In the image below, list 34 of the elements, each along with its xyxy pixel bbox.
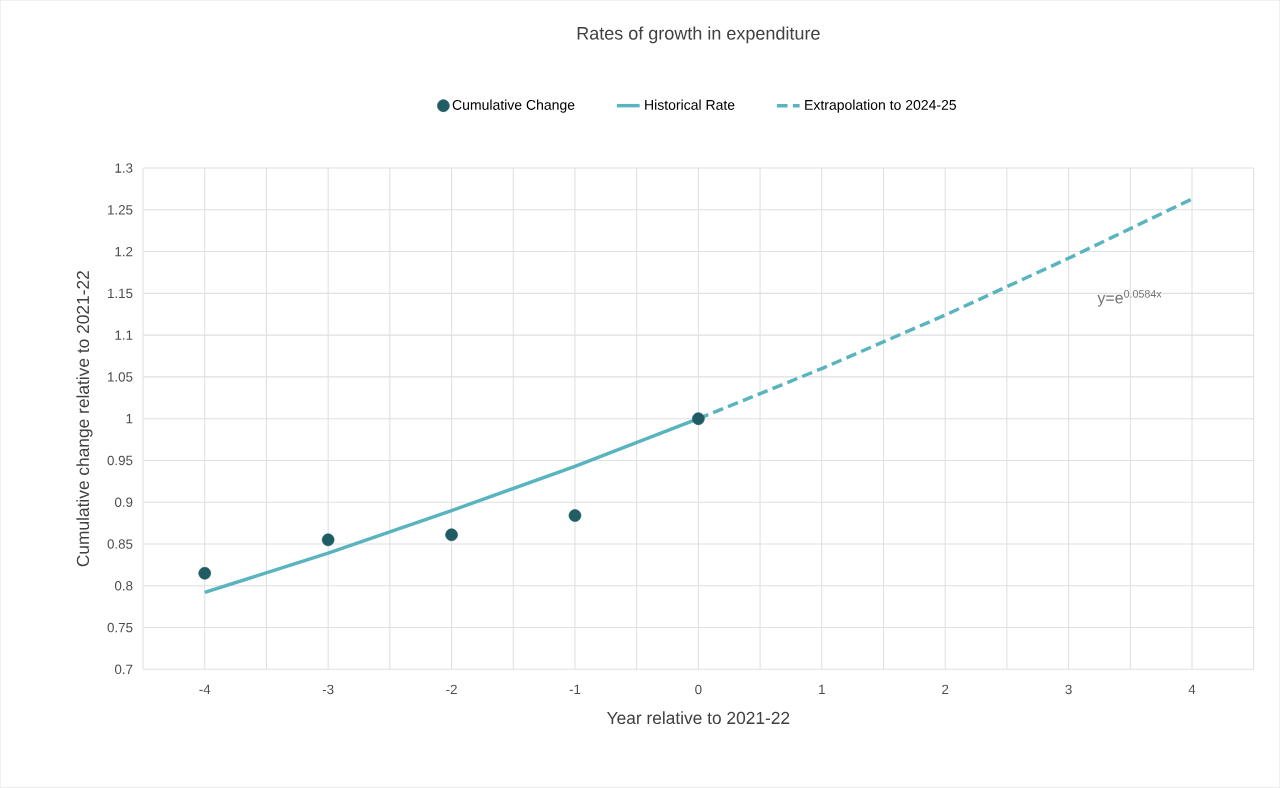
y-tick-label: 0.95 (107, 455, 133, 466)
y-tick-label: 0.9 (114, 497, 133, 508)
legend-label: Historical Rate (645, 99, 735, 111)
y-tick-label: 1.25 (108, 205, 133, 215)
chart-title: Rates of growth in expenditure (577, 26, 820, 44)
legend-label: Cumulative Change (452, 99, 575, 113)
y-tick-label: 0.75 (107, 623, 133, 633)
legend-label: Extrapolation to 2024-25 (805, 99, 957, 113)
y-tick-label: 1.15 (108, 288, 133, 299)
y-tick-label: 1.2 (115, 247, 133, 257)
y-tick-label: 1 (126, 414, 133, 424)
x-tick-label: 3 (1065, 684, 1072, 695)
x-tick-label: 4 (1188, 684, 1196, 695)
point (692, 412, 705, 426)
x-tick-label: -1 (569, 684, 581, 695)
point (568, 509, 582, 523)
x-tick-label: -2 (446, 684, 457, 695)
x-tick-label: 1 (819, 684, 825, 695)
y-tick-label: 0.8 (114, 581, 133, 591)
x-tick-label: -3 (322, 684, 334, 695)
x-axis-title: Year relative to 2021-22 (606, 711, 790, 725)
x-tick-label: 2 (942, 684, 949, 695)
point (445, 528, 458, 542)
y-axis-title: Cumulative change relative to 2021-22 (76, 271, 93, 567)
y-tick-label: 0.7 (114, 664, 133, 675)
y-tick-label: 1.3 (115, 163, 133, 173)
x-tick-label: 0 (695, 684, 702, 695)
y-tick-label: 1.1 (115, 330, 133, 340)
y-tick-label: 1.05 (108, 372, 133, 382)
y-tick-label: 0.85 (107, 539, 133, 549)
point (321, 533, 335, 547)
annotation: y=e$^{0.0584x}$ (1097, 290, 1162, 307)
x-tick-label: -4 (199, 684, 211, 695)
point (198, 567, 212, 580)
